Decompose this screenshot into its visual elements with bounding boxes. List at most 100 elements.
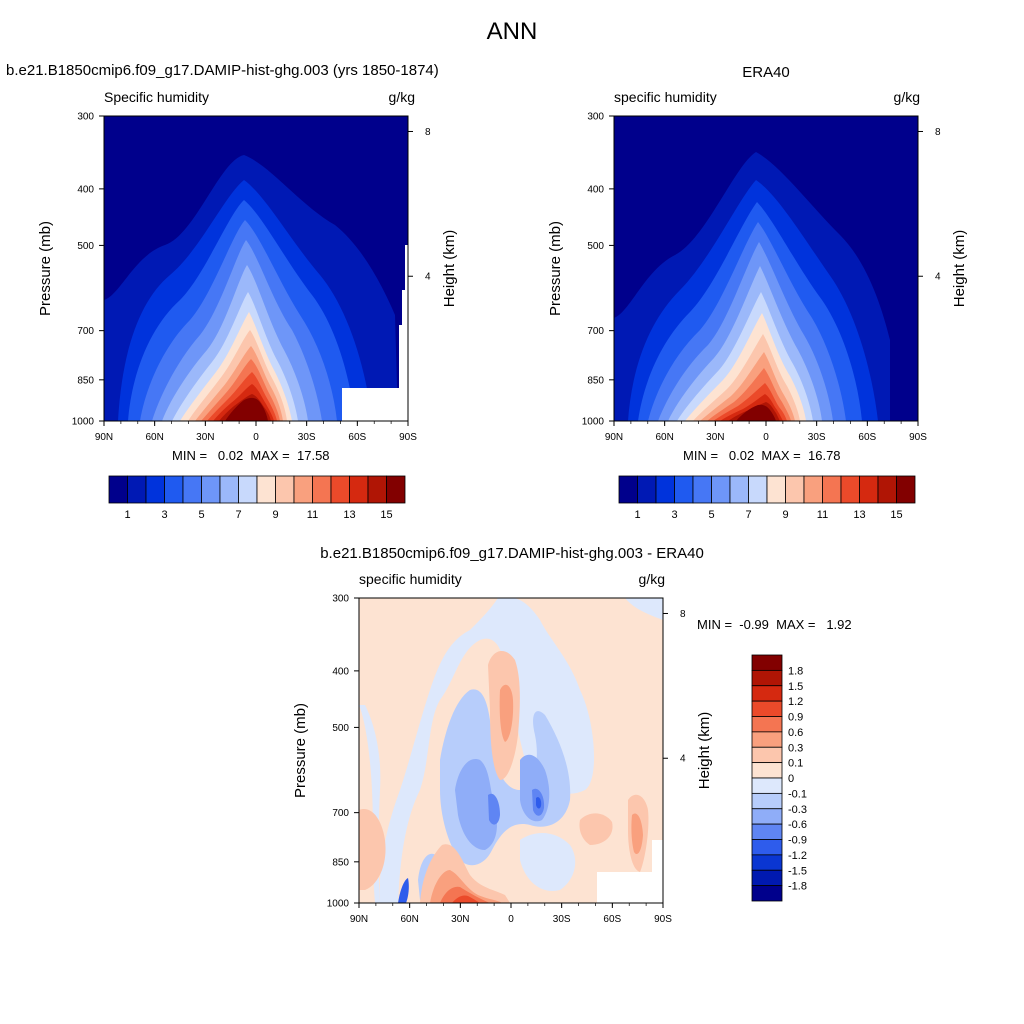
- y-tick-label: 500: [587, 241, 604, 252]
- panel3-contour-pos-h: [579, 813, 613, 845]
- colorbar-swatch: [748, 475, 768, 504]
- panel3-plot: [358, 597, 664, 904]
- x-tick-label: 30S: [298, 432, 316, 443]
- colorbar-swatch: [840, 475, 860, 504]
- x-tick-label: 60N: [655, 432, 673, 443]
- colorbar-swatch: [692, 475, 712, 504]
- colorbar-label: 0.6: [788, 727, 803, 739]
- colorbar-swatch: [751, 854, 783, 871]
- x-tick-label: 30N: [196, 432, 214, 443]
- panel2-case-title: ERA40: [742, 64, 790, 81]
- panel3-axes: 90N 60N 30N 0 30S 60S 90S 300 400 500 700 850 1000 8 4…: [292, 594, 713, 926]
- y-right-axis-title: Height (km): [696, 712, 713, 790]
- panel2-axes: 90N 60N 30N 0 30S 60S 90S 300 400 500 700 850 1000 8 4…: [547, 112, 968, 444]
- colorbar-label: 15: [890, 509, 902, 521]
- colorbar-label: 13: [343, 509, 355, 521]
- y-axis-title: Pressure (mb): [292, 703, 309, 798]
- panel1-minmax: MIN = 0.02 MAX = 17.58: [172, 448, 330, 463]
- x-tick-label: 90N: [605, 432, 623, 443]
- colorbar-swatch: [877, 475, 897, 504]
- colorbar-swatch: [674, 475, 694, 504]
- x-tick-label: 60N: [400, 914, 418, 925]
- panel1-variable-label: Specific humidity: [104, 89, 210, 105]
- y-right-tick-label: 4: [680, 754, 686, 765]
- panel3-contour-neg-dark-a: [455, 759, 497, 850]
- panel3-units-label: g/kg: [638, 571, 665, 587]
- x-tick-label: 30N: [451, 914, 469, 925]
- panel1-contour-15: [225, 397, 268, 421]
- x-tick-label: 0: [253, 432, 259, 443]
- y-right-axis-title: Height (km): [951, 230, 968, 308]
- panel3-contour-pos-j: [631, 813, 643, 855]
- colorbar-swatch: [637, 475, 657, 504]
- colorbar-label: 0.3: [788, 742, 803, 754]
- panel3-contour-neg-dark-c: [488, 793, 500, 825]
- colorbar-layer: 1 3 5 7 9 11 13 15 1 3 5 7 9 11 13 151.81.51.20.90.60.3…: [108, 475, 916, 902]
- x-tick-label: 60S: [858, 432, 876, 443]
- y-right-axis-title: Height (km): [441, 230, 458, 308]
- y-right-tick-label: 4: [425, 272, 431, 283]
- y-right-tick-label: 8: [935, 127, 941, 138]
- panel3-contour-neg-dark-f: [398, 878, 409, 903]
- x-tick-label: 60S: [348, 432, 366, 443]
- colorbar-swatch: [751, 731, 783, 748]
- axes-layer: 90N 60N 30N 0 30S 60S 90S300400500700850100084…: [37, 112, 968, 926]
- colorbar-label: 7: [235, 509, 241, 521]
- y-tick-label: 500: [332, 723, 349, 734]
- panel3-missing-region: [597, 840, 663, 903]
- colorbar-swatch: [822, 475, 842, 504]
- colorbar-swatch: [751, 654, 783, 671]
- panel3-contour-pos-g: [359, 809, 386, 890]
- panel1-units-label: g/kg: [388, 89, 415, 105]
- y-axis-title: Pressure (mb): [547, 221, 564, 316]
- colorbar-swatch: [127, 475, 147, 504]
- colorbar-swatch: [238, 475, 258, 504]
- panel1-case-title: b.e21.B1850cmip6.f09_g17.DAMIP-hist-ghg.…: [6, 62, 439, 79]
- colorbar-label: -0.1: [788, 788, 807, 800]
- panel1-plot: [103, 115, 409, 422]
- colorbar-label: 1.2: [788, 696, 803, 708]
- colorbar-swatch: [751, 839, 783, 856]
- colorbar-swatch: [751, 700, 783, 717]
- panel3-contour-pos-e: [440, 886, 490, 903]
- panel1-axes: 90N 60N 30N 0 30S 60S 90S 300 400 500 700 850 1000 8 4…: [37, 112, 458, 444]
- panel1-colorbar: 1 3 5 7 9 11 13 15: [108, 475, 406, 521]
- x-tick-label: 30S: [808, 432, 826, 443]
- colorbar-label: 9: [782, 509, 788, 521]
- colorbar-swatch: [751, 777, 783, 794]
- colorbar-swatch: [145, 475, 165, 504]
- colorbar-swatch: [349, 475, 369, 504]
- colorbar-swatch: [751, 885, 783, 902]
- colorbar-swatch: [219, 475, 239, 504]
- colorbar-label: -0.3: [788, 804, 807, 816]
- colorbar-swatch: [751, 792, 783, 810]
- colorbar-swatch: [751, 746, 783, 764]
- colorbar-swatch: [164, 475, 184, 504]
- colorbar-label: -1.8: [788, 881, 807, 893]
- colorbar-label: -1.5: [788, 865, 807, 877]
- y-tick-label: 1000: [327, 899, 350, 910]
- panel2-units-label: g/kg: [893, 89, 920, 105]
- colorbar-label: 3: [161, 509, 167, 521]
- x-tick-label: 30S: [553, 914, 571, 925]
- y-tick-label: 400: [77, 184, 94, 195]
- x-tick-label: 90S: [399, 432, 417, 443]
- panel3-contour-neg-dark-e: [536, 797, 542, 809]
- y-tick-label: 1000: [72, 417, 95, 428]
- y-tick-label: 700: [77, 326, 94, 337]
- colorbar-swatch: [330, 475, 350, 504]
- colorbar-label: 1: [634, 509, 640, 521]
- panel3-contour-neg-light-d: [520, 833, 576, 891]
- x-tick-label: 90N: [350, 914, 368, 925]
- y-right-tick-label: 8: [425, 127, 431, 138]
- colorbar-label: 7: [745, 509, 751, 521]
- y-tick-label: 700: [332, 808, 349, 819]
- colorbar-label: 0.1: [788, 758, 803, 770]
- x-tick-label: 30N: [706, 432, 724, 443]
- panel2-contour-15: [736, 404, 776, 421]
- colorbar-label: -1.2: [788, 850, 807, 862]
- colorbar-label: 13: [853, 509, 865, 521]
- colorbar-label: 11: [307, 509, 318, 521]
- colorbar-swatch: [367, 475, 387, 504]
